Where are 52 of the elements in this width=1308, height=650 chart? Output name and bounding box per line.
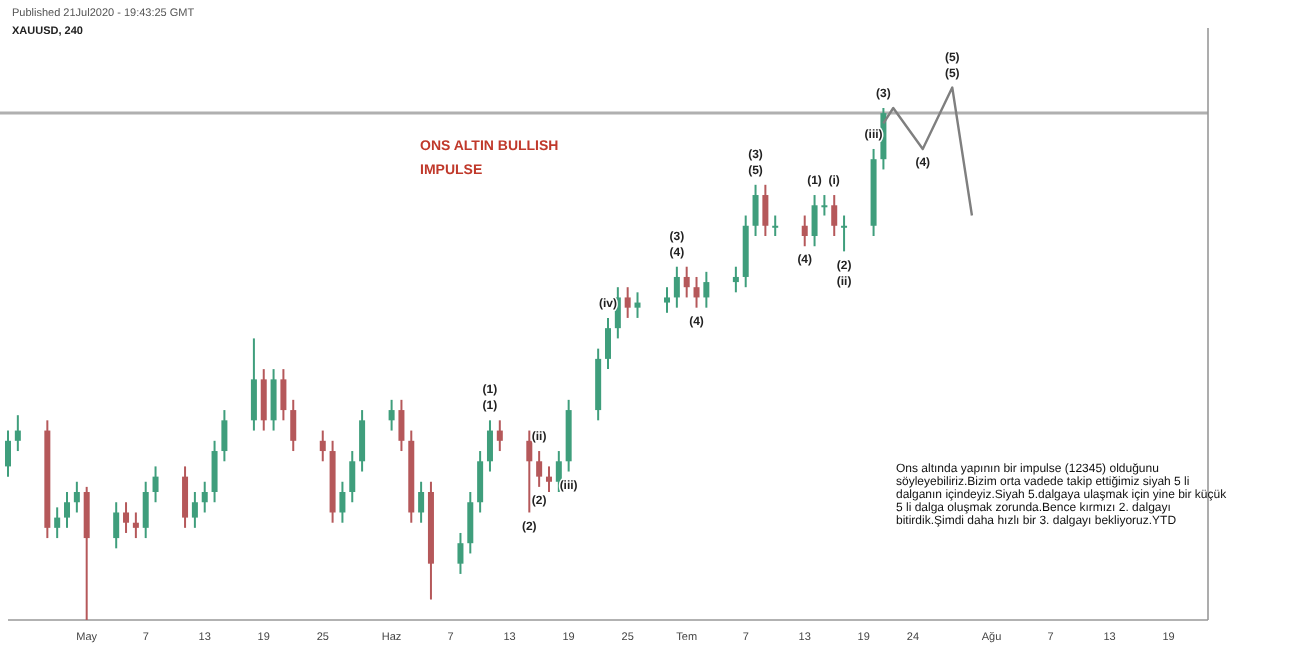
candlestick [762,183,769,237]
candlestick [270,368,277,432]
candlestick [486,419,493,473]
candlestick [418,480,425,524]
candlestick [211,439,218,504]
candlestick [388,398,395,432]
candlestick [132,511,139,540]
candlestick [605,316,611,371]
candlestick [624,286,631,319]
candlestick [752,183,759,237]
candlestick [496,419,503,453]
candlestick [634,291,641,319]
candlestick [280,368,287,422]
candlestick [152,465,159,504]
candlestick [693,275,700,309]
candlestick [555,450,562,493]
candlestick [732,265,739,294]
candlestick [772,214,779,237]
candlestick [477,450,484,514]
candlestick [290,398,297,453]
candlestick [54,506,61,540]
candlestick [339,480,346,524]
candlestick [526,429,533,514]
candlestick [841,214,848,253]
candlestick [14,414,21,453]
candlestick [201,480,208,514]
candlestick [182,465,189,529]
candlestick [83,485,90,621]
candlestick [359,409,366,473]
candlestick [191,491,198,529]
candlestick [545,465,552,493]
candlestick [260,368,267,432]
candlestick [142,480,149,540]
candlestick [250,337,257,432]
candlestick [683,265,690,299]
candlestick [5,429,11,478]
candlestick [221,409,228,463]
candlestick [831,194,838,237]
candlestick [536,450,543,488]
candlestick [73,480,80,514]
candlestick [113,501,120,550]
candlestick [398,398,405,453]
candlestick [349,450,356,504]
candlestick [801,214,808,248]
candlestick [123,501,130,534]
candlestick [64,491,71,529]
candlestick [319,429,326,463]
candlestick [467,491,474,555]
candlestick [664,286,671,314]
candlestick [673,265,680,309]
candlestick [703,270,710,309]
candlestick [457,531,464,575]
